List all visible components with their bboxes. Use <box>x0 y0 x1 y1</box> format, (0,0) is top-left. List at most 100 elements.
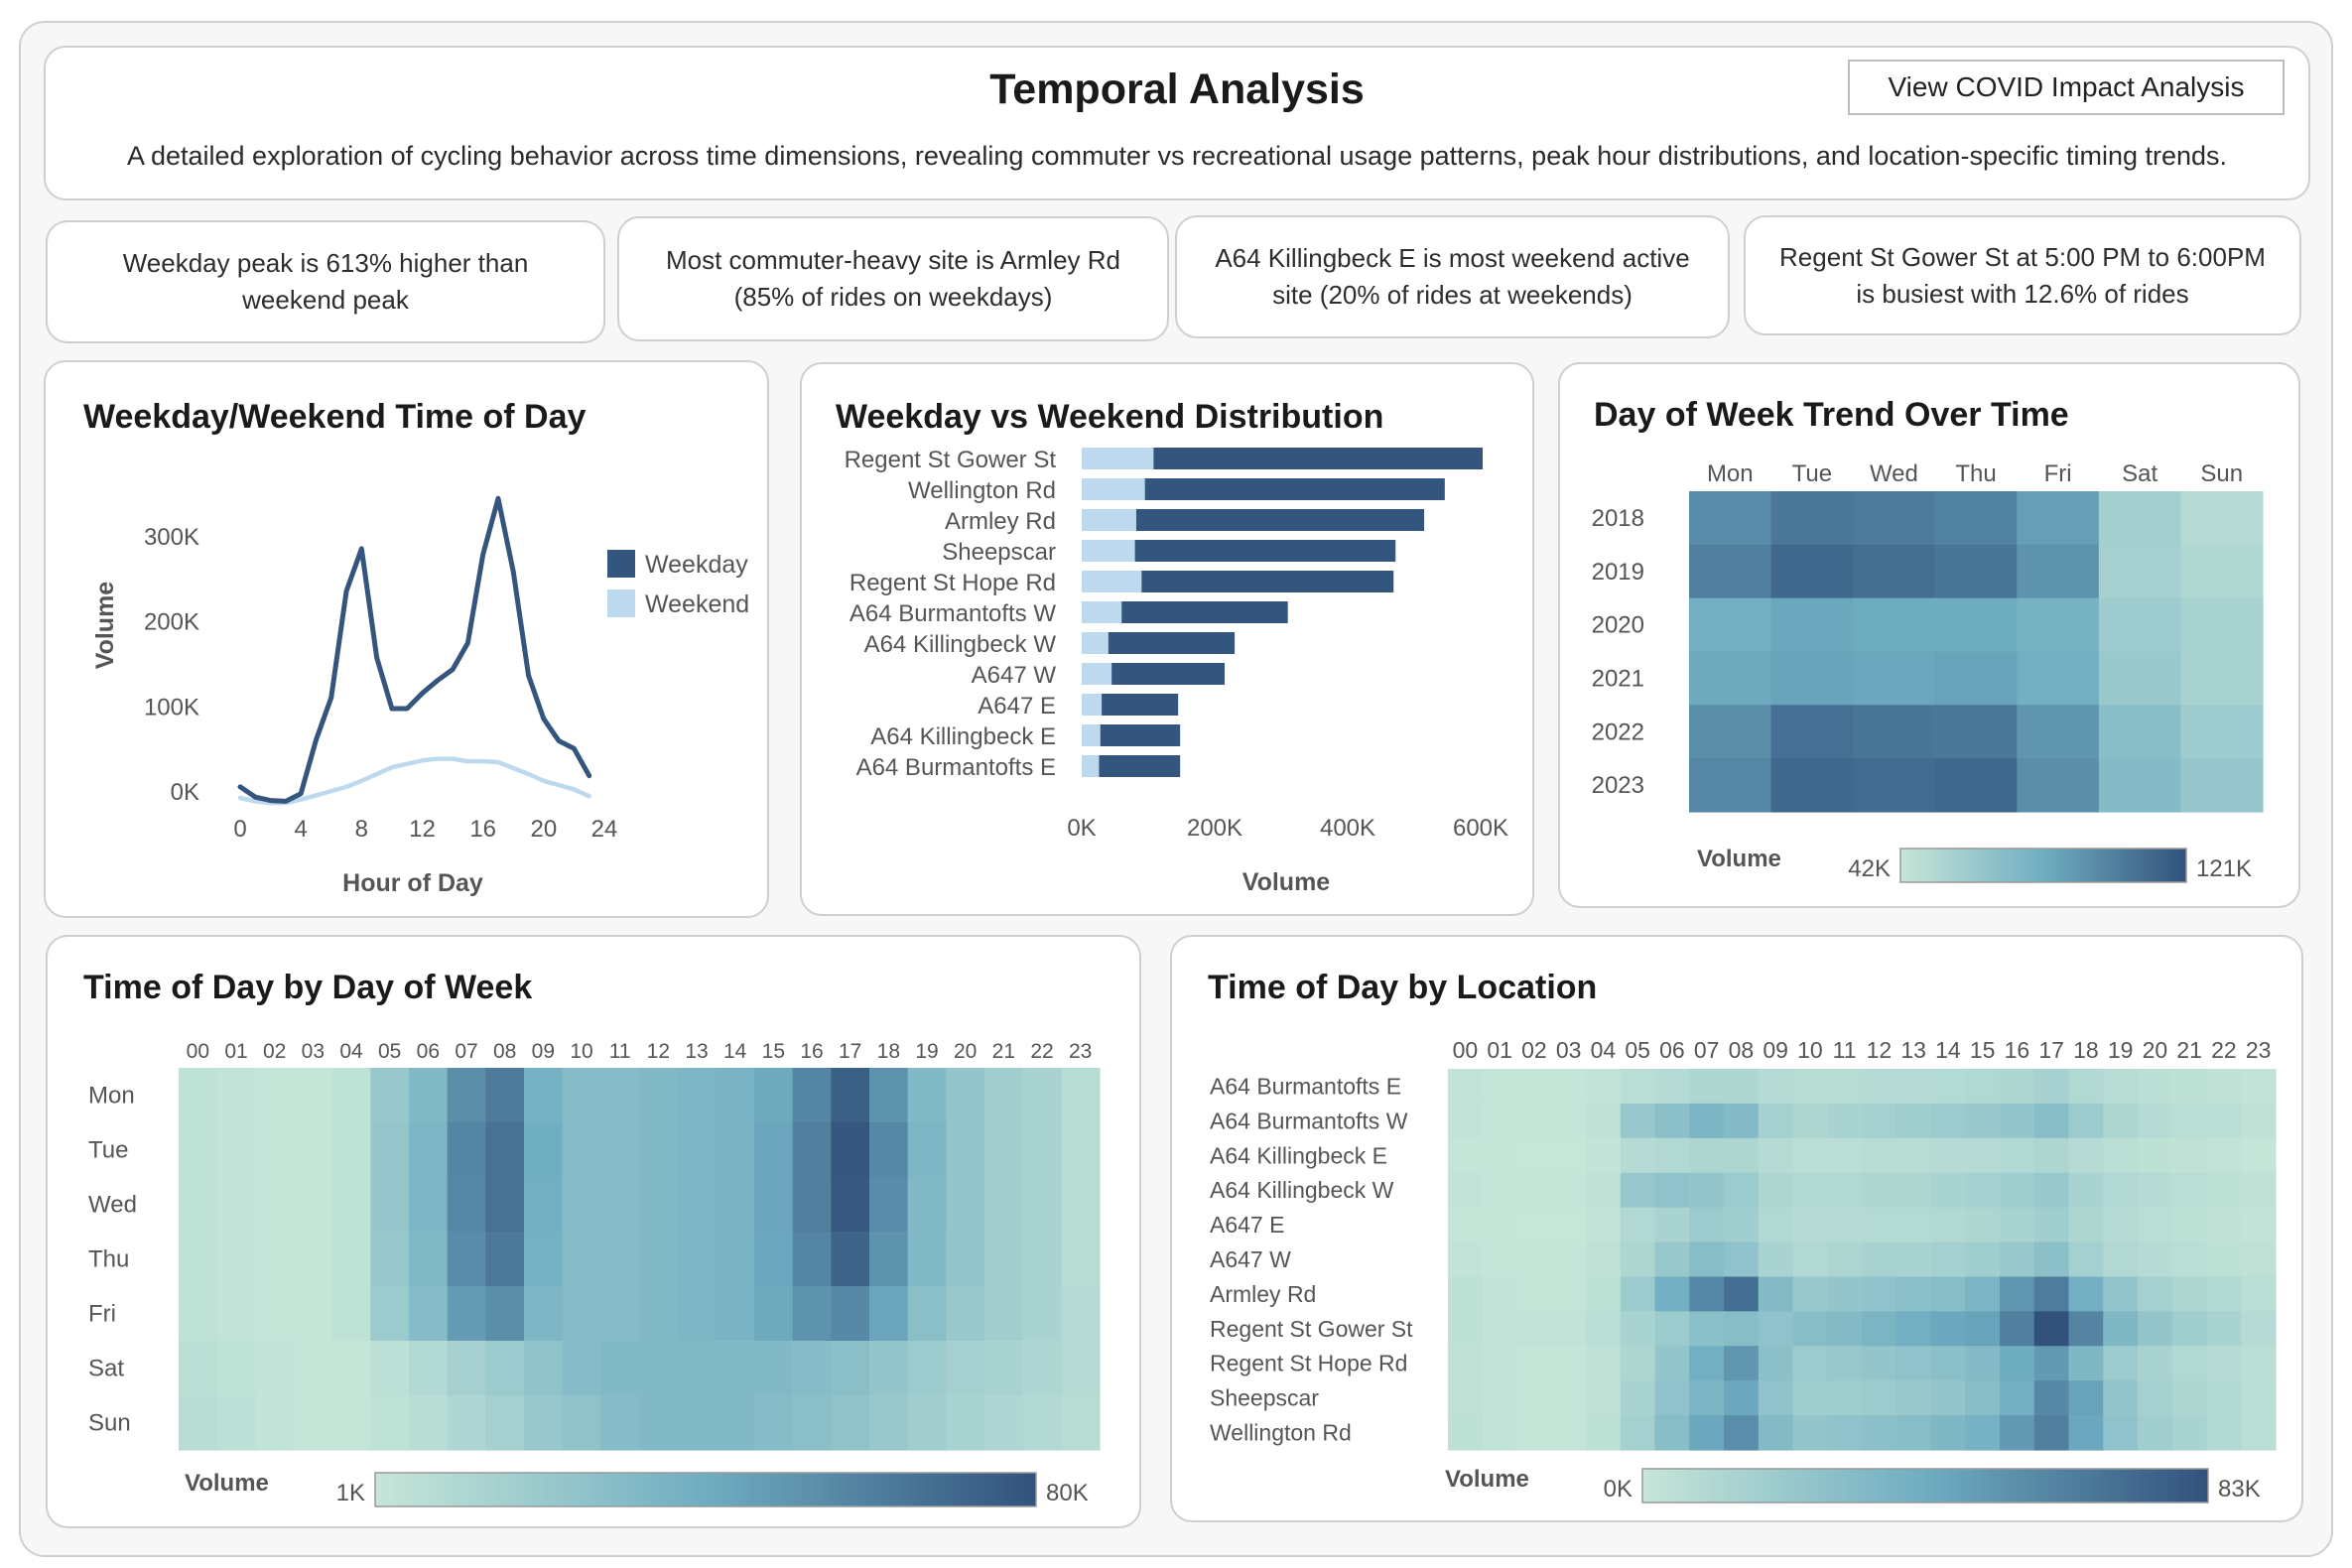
heatmap-cell <box>2033 1207 2070 1243</box>
heatmap-cell <box>1792 1311 1828 1347</box>
heatmap-cell <box>907 1122 947 1178</box>
heatmap-cell <box>1930 1380 1966 1416</box>
heatmap-cell <box>946 1068 985 1123</box>
heatmap-cell <box>946 1341 985 1396</box>
heatmap-cell <box>1654 1207 1690 1243</box>
heatmap-cell <box>2241 1380 2277 1416</box>
heatmap-cell <box>2206 1415 2242 1451</box>
column-label: 10 <box>570 1040 592 1063</box>
category-label: A647 W <box>972 662 1057 689</box>
heatmap-cell <box>716 1177 755 1233</box>
heatmap-cell <box>1934 758 2018 813</box>
category-label: A64 Killingbeck W <box>864 631 1057 658</box>
heatmap-cell <box>1792 1207 1828 1243</box>
x-tick-label: 24 <box>591 816 618 843</box>
bar-chart-card: Weekday vs Weekend Distribution Regent S… <box>800 362 1534 916</box>
row-label: Sheepscar <box>1210 1385 1319 1411</box>
heatmap-cell <box>1724 1276 1760 1312</box>
heatmap-cell <box>1724 1346 1760 1381</box>
heatmap-cell <box>1724 1311 1760 1347</box>
heatmap-cell <box>2017 651 2100 706</box>
heatmap-cell <box>485 1341 525 1396</box>
heatmap-cell <box>2138 1241 2173 1278</box>
covid-impact-button[interactable]: View COVID Impact Analysis <box>1848 60 2285 115</box>
heatmap-cell <box>1482 1311 1518 1347</box>
column-label: 11 <box>609 1040 631 1063</box>
column-label: 01 <box>1487 1037 1512 1063</box>
legend-label-weekend: Weekend <box>645 590 749 618</box>
heatmap-cell <box>907 1232 947 1287</box>
bar-weekend <box>1082 540 1135 562</box>
heatmap-cell <box>1516 1311 1552 1347</box>
heatmap-cell <box>2000 1276 2035 1312</box>
row-label: 2021 <box>1592 665 1644 692</box>
heatmap-cell <box>216 1341 256 1396</box>
column-label: 12 <box>1867 1037 1893 1063</box>
heatmap-cell <box>869 1286 909 1342</box>
legend-min-label: 42K <box>1848 855 1891 882</box>
heatmap-cell <box>2033 1069 2070 1105</box>
bar-chart-title: Weekday vs Weekend Distribution <box>836 398 1384 436</box>
heatmap-cell <box>2241 1346 2277 1381</box>
row-label: A647 W <box>1210 1246 1291 1272</box>
heatmap-cell <box>639 1068 679 1123</box>
heatmap-cell <box>2171 1380 2208 1416</box>
dow-heatmap: 00 01 02 03 04 05 06 07 08 09 10 11 12 13 14 15 16 17 18 19… <box>88 1040 1101 1507</box>
series-line-weekday <box>237 495 592 804</box>
column-label: 07 <box>455 1040 477 1063</box>
column-label: 00 <box>187 1040 209 1063</box>
heatmap-cell <box>984 1068 1024 1123</box>
heatmap-cell <box>524 1068 564 1123</box>
row-label: A64 Killingbeck W <box>1210 1177 1394 1203</box>
column-label: 21 <box>2176 1037 2202 1063</box>
row-label: 2018 <box>1592 505 1644 532</box>
heatmap-cell <box>2017 597 2100 653</box>
heatmap-cell <box>1862 1207 1897 1243</box>
heatmap-cell <box>1934 491 2018 546</box>
bar-weekend <box>1082 478 1145 500</box>
legend-title: Volume <box>1697 846 1781 872</box>
heatmap-cell <box>1758 1415 1794 1451</box>
heatmap-cell <box>1654 1276 1690 1312</box>
heatmap-cell <box>1516 1241 1552 1278</box>
heatmap-cell <box>216 1395 256 1451</box>
heatmap-cell <box>1061 1395 1101 1451</box>
heatmap-cell <box>255 1286 295 1342</box>
x-tick-label: 20 <box>530 816 557 843</box>
heatmap-cell <box>1551 1241 1587 1278</box>
heatmap-cell <box>1895 1311 1932 1347</box>
heatmap-cell <box>1965 1415 2001 1451</box>
heatmap-cell <box>1965 1380 2001 1416</box>
column-label: 20 <box>954 1040 977 1063</box>
heatmap-cell <box>1965 1172 2001 1209</box>
heatmap-cell <box>331 1286 371 1342</box>
heatmap-cell <box>1516 1380 1552 1416</box>
heatmap-cell <box>2068 1207 2104 1243</box>
heatmap-cell <box>1551 1380 1587 1416</box>
heatmap-cell <box>562 1068 601 1123</box>
heatmap-cell <box>831 1395 870 1451</box>
heatmap-cell <box>1758 1311 1794 1347</box>
heatmap-cell <box>1689 491 1772 546</box>
heatmap-cell <box>1965 1103 2001 1139</box>
bar-weekend <box>1082 448 1154 469</box>
bar-weekend <box>1082 663 1112 685</box>
heatmap-cell <box>831 1286 870 1342</box>
bar-weekend <box>1082 632 1109 654</box>
heatmap-cell <box>1862 1172 1897 1209</box>
heatmap-cell <box>370 1286 410 1342</box>
heatmap-cell <box>1934 705 2018 759</box>
column-label: 03 <box>1556 1037 1582 1063</box>
heatmap-cell <box>294 1395 333 1451</box>
row-label: Sun <box>88 1410 131 1437</box>
category-label: Sheepscar <box>942 539 1056 566</box>
heatmap-cell <box>409 1395 449 1451</box>
heatmap-cell <box>2068 1172 2104 1209</box>
heatmap-cell <box>562 1341 601 1396</box>
heatmap-cell <box>2033 1103 2070 1139</box>
bar-weekday <box>1144 478 1445 500</box>
x-tick-label: 8 <box>355 816 368 843</box>
heatmap-cell <box>1758 1276 1794 1312</box>
column-label: 15 <box>762 1040 785 1063</box>
heatmap-cell <box>409 1122 449 1178</box>
